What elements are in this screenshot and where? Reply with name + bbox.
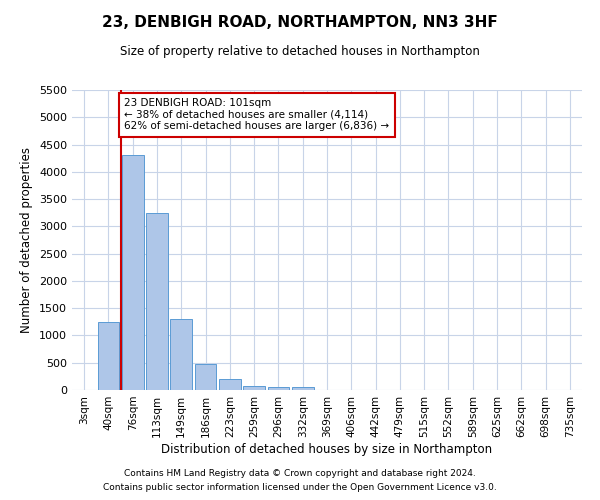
Bar [194, 364, 217, 390]
Bar [268, 386, 289, 390]
Text: Size of property relative to detached houses in Northampton: Size of property relative to detached ho… [120, 45, 480, 58]
Text: 23, DENBIGH ROAD, NORTHAMPTON, NN3 3HF: 23, DENBIGH ROAD, NORTHAMPTON, NN3 3HF [102, 15, 498, 30]
X-axis label: Distribution of detached houses by size in Northampton: Distribution of detached houses by size … [161, 442, 493, 456]
Bar [219, 379, 241, 390]
Bar [146, 212, 168, 390]
Bar [170, 319, 192, 390]
Y-axis label: Number of detached properties: Number of detached properties [20, 147, 34, 333]
Bar [243, 386, 265, 390]
Text: Contains HM Land Registry data © Crown copyright and database right 2024.: Contains HM Land Registry data © Crown c… [124, 468, 476, 477]
Text: 23 DENBIGH ROAD: 101sqm
← 38% of detached houses are smaller (4,114)
62% of semi: 23 DENBIGH ROAD: 101sqm ← 38% of detache… [124, 98, 389, 132]
Bar [97, 322, 119, 390]
Text: Contains public sector information licensed under the Open Government Licence v3: Contains public sector information licen… [103, 484, 497, 492]
Bar [292, 388, 314, 390]
Bar [122, 156, 143, 390]
